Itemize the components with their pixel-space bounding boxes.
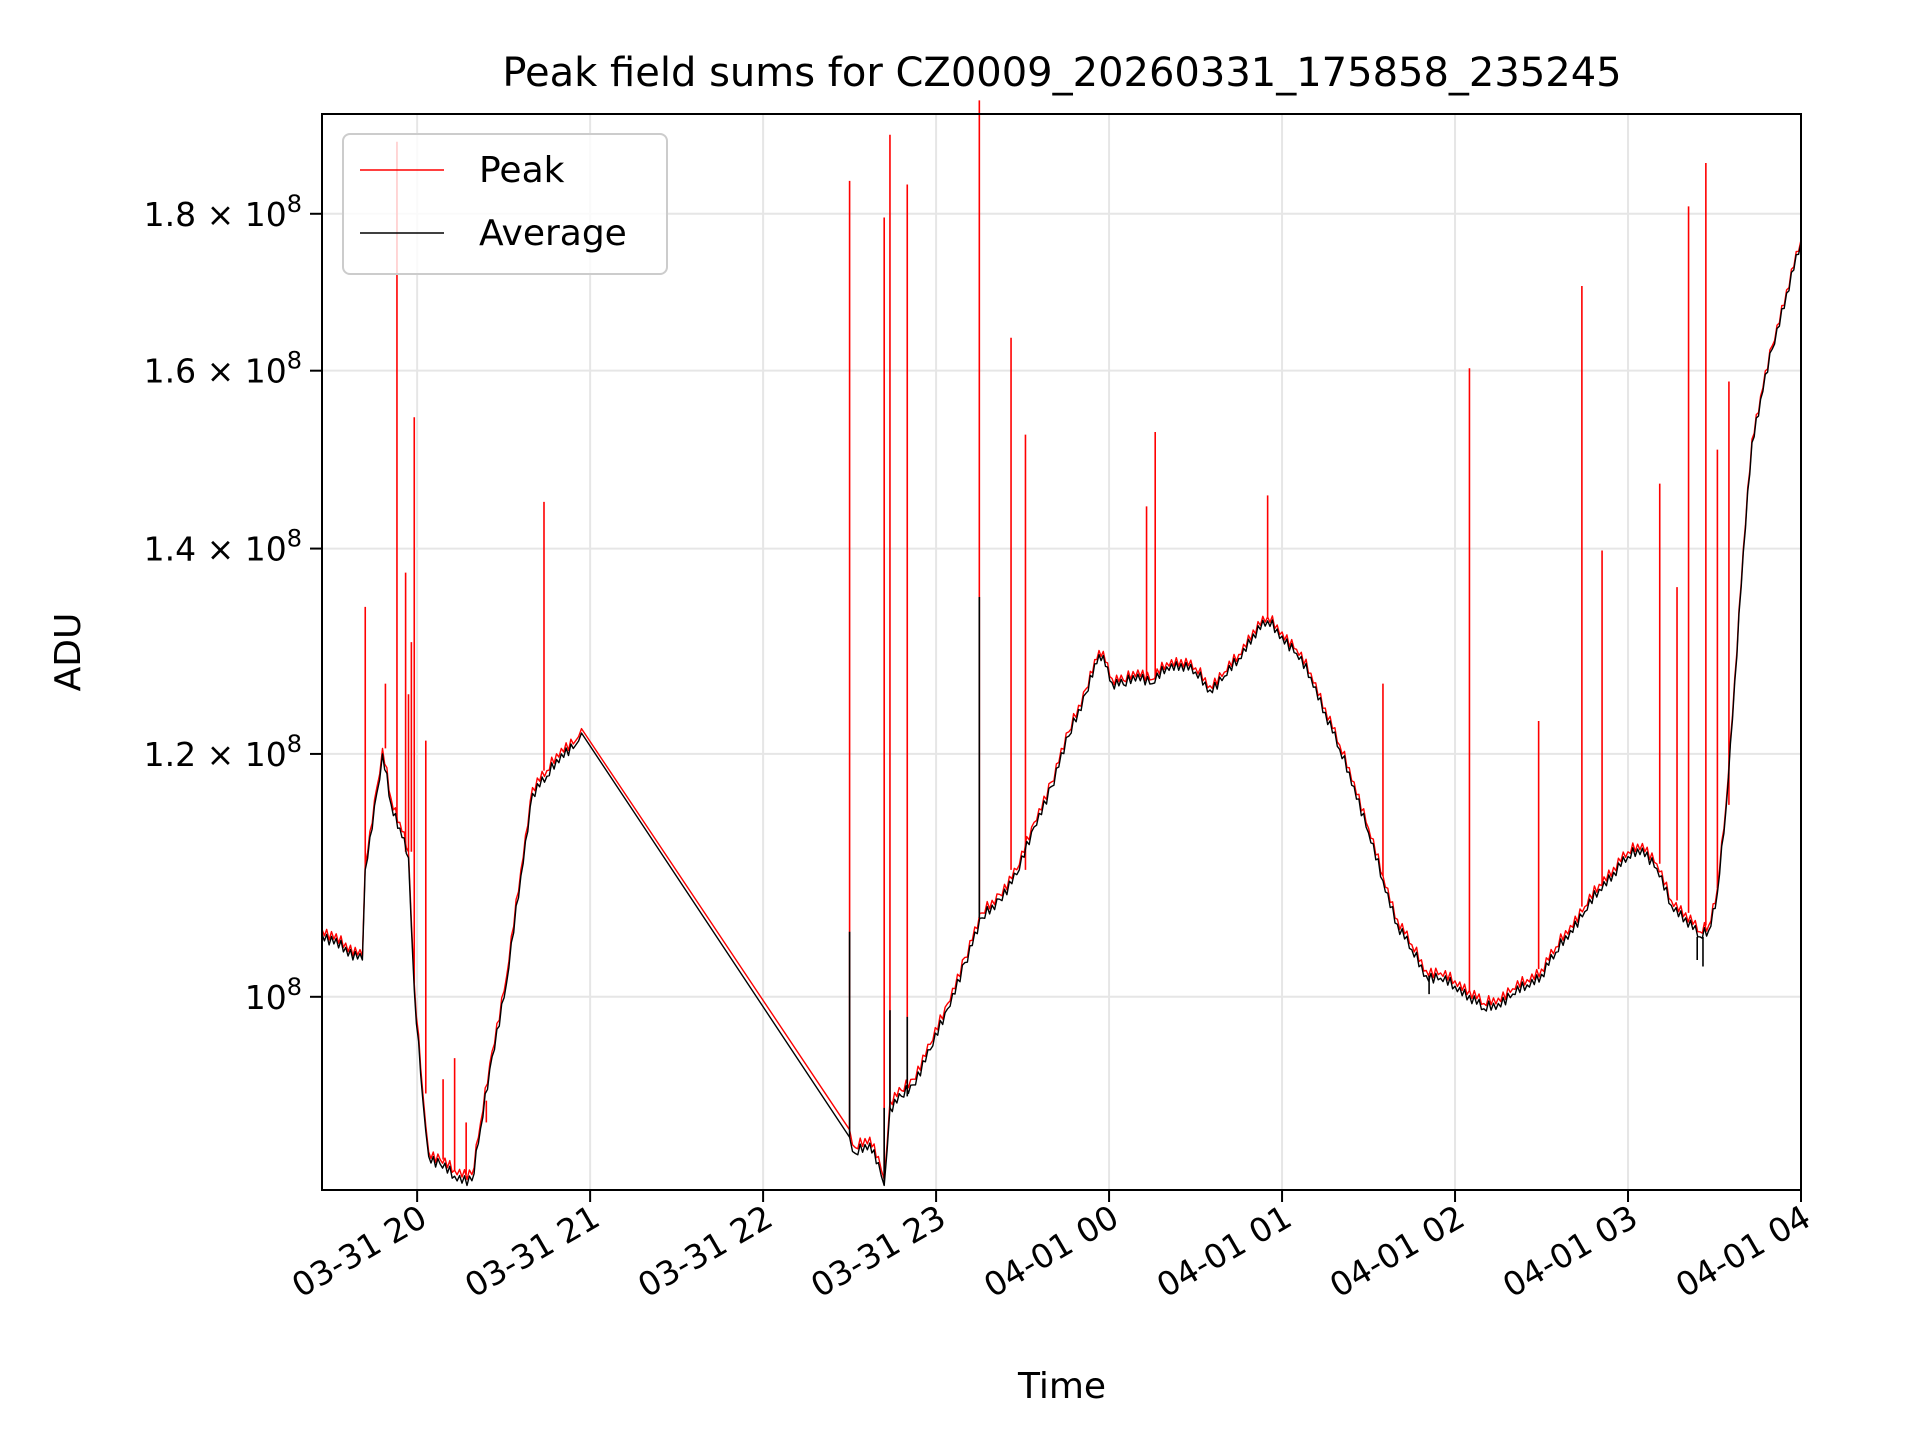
series-spikes-average [848,597,1704,1186]
plot-frame [321,113,1802,1191]
y-tick-label: 1.6 × 108 [144,347,302,391]
y-tick-label: 1.8 × 108 [144,190,302,234]
legend-label-peak: Peak [479,150,565,191]
y-axis-label: ADU [48,613,89,692]
series-layer [321,100,1802,1187]
series-line-average [321,242,1802,1187]
series-spikes-peak [364,100,1730,1180]
chart-title: Peak field sums for CZ0009_20260331_1758… [502,50,1621,96]
legend: Peak Average [342,133,668,275]
legend-box [342,133,668,275]
legend-label-average: Average [479,213,627,254]
x-axis-label: Time [1017,1366,1106,1407]
y-tick-label: 1.2 × 108 [144,730,302,774]
y-tick-label: 1.4 × 108 [144,525,302,569]
series-line-peak [321,239,1802,1181]
